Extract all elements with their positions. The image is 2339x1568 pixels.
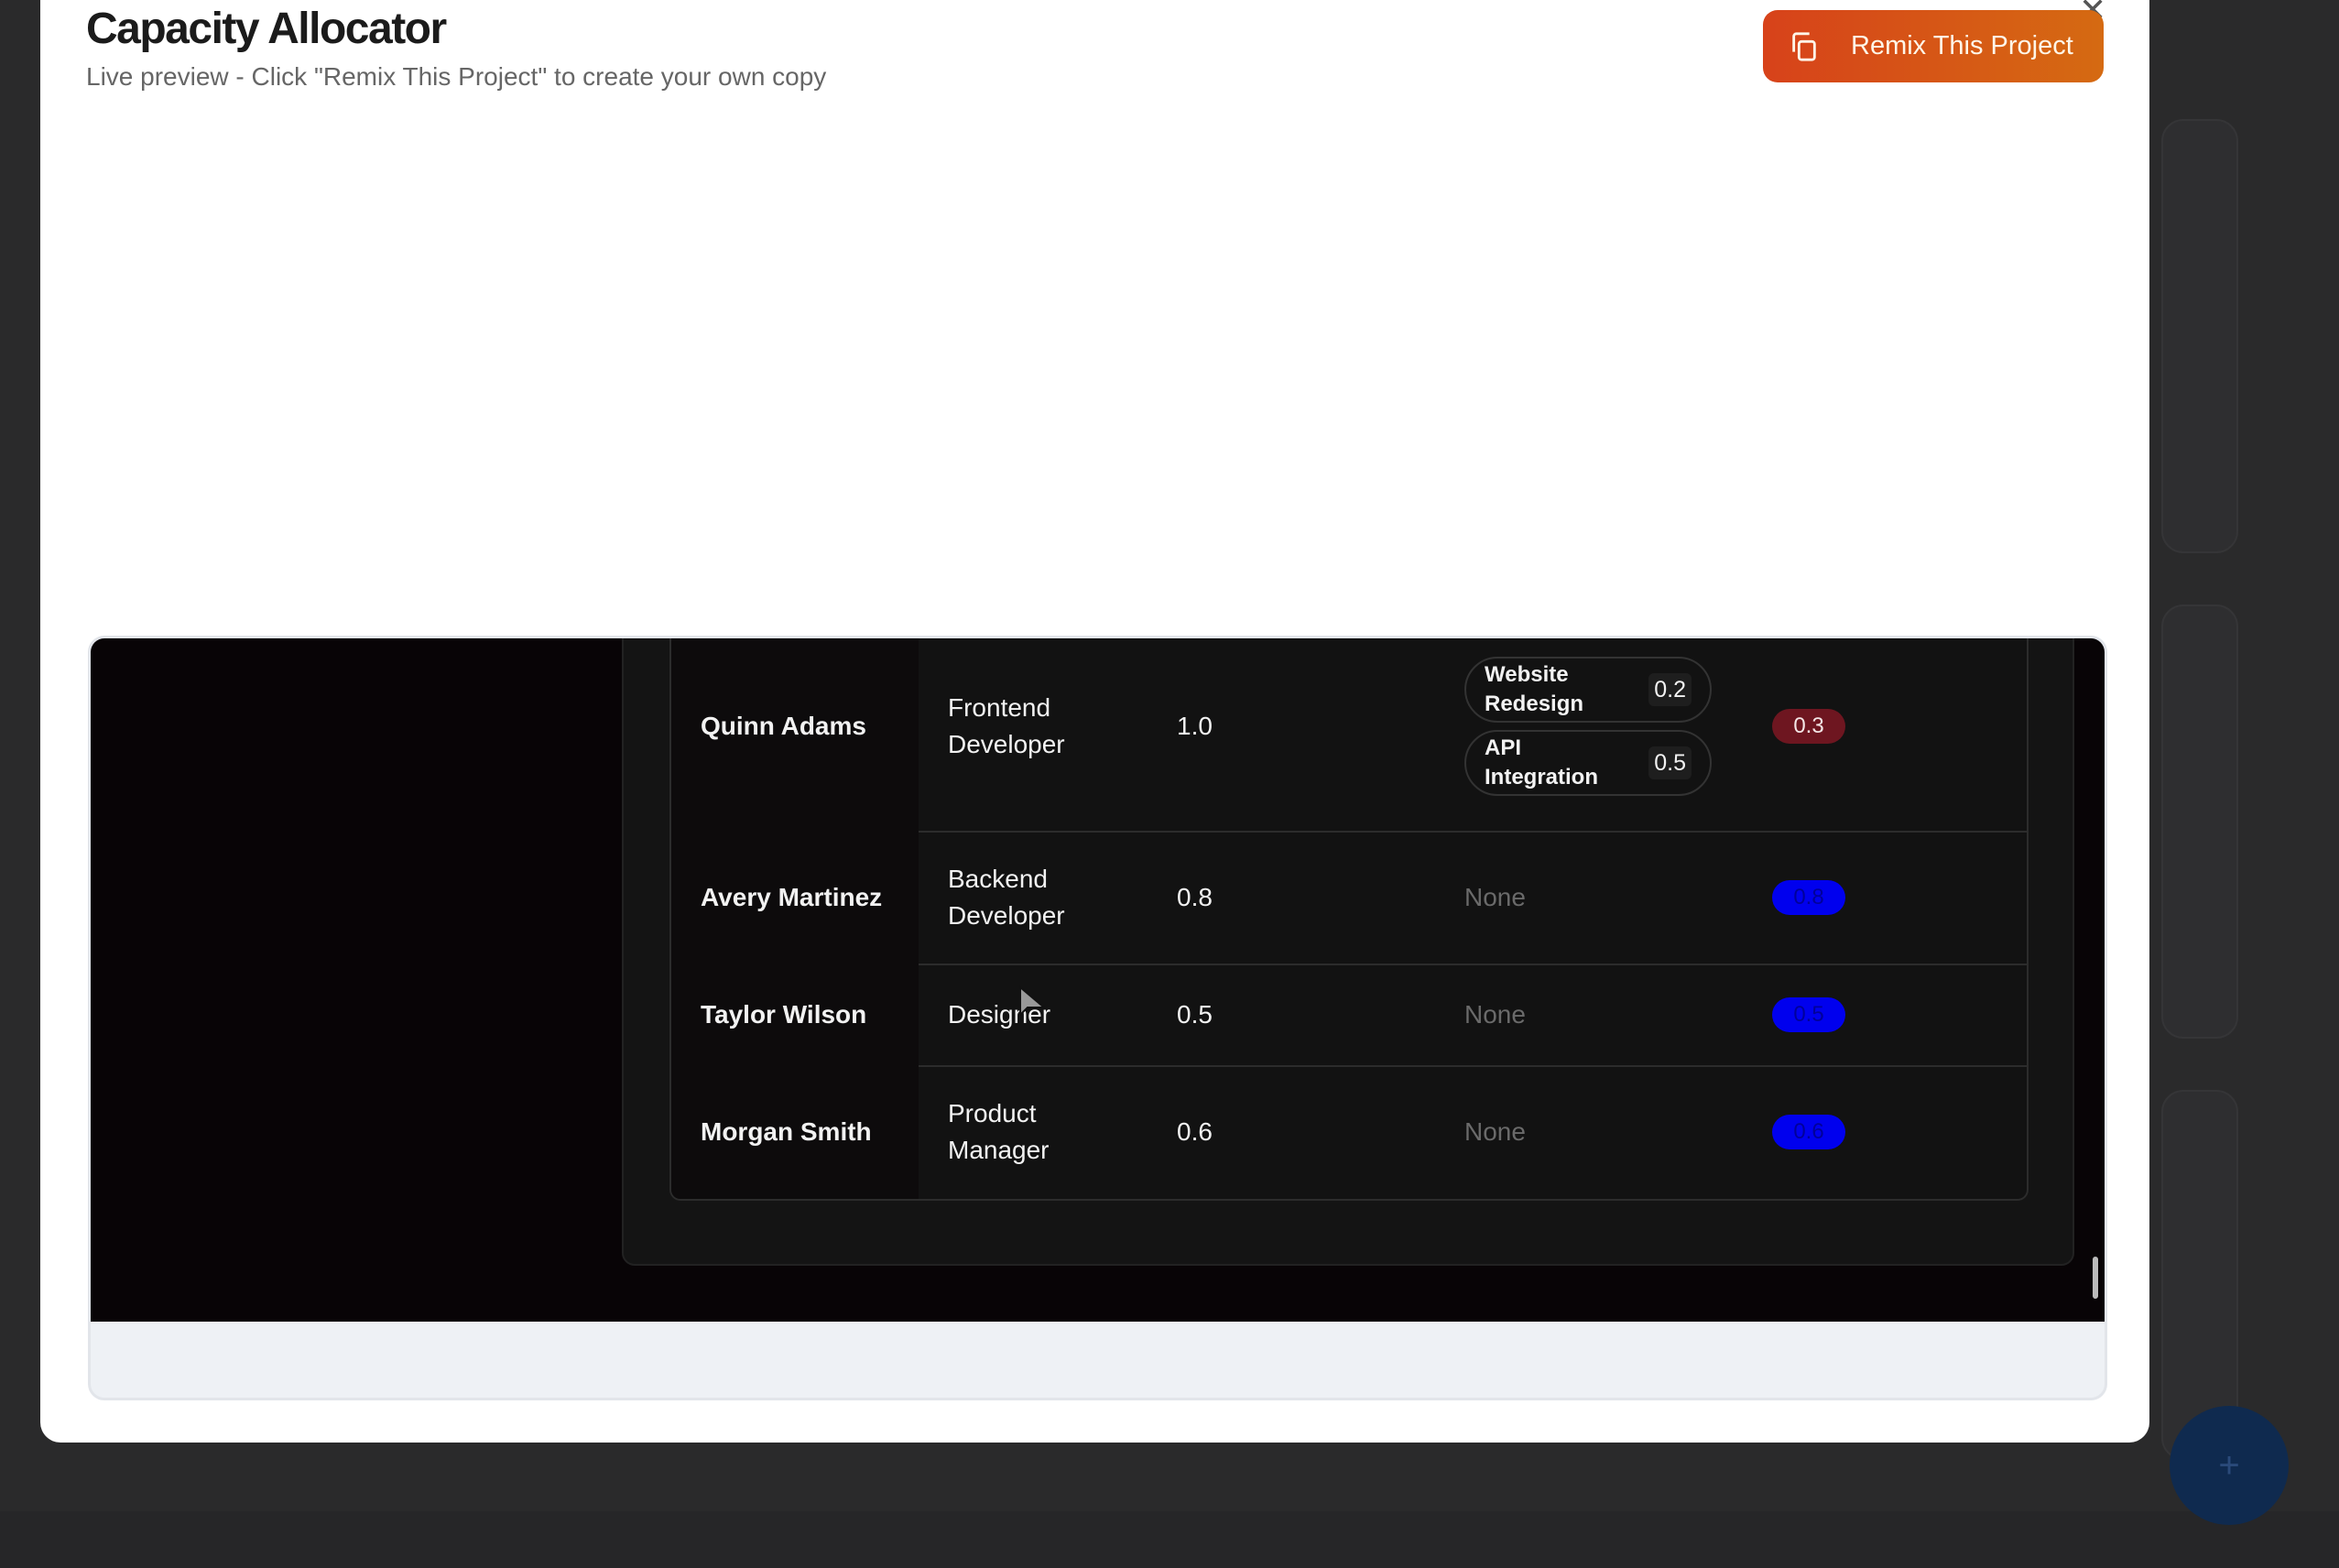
background-card bbox=[2161, 1090, 2238, 1460]
live-preview-frame: Quinn Adams Frontend Developer 1.0 Websi… bbox=[88, 636, 2107, 1400]
preview-app: Quinn Adams Frontend Developer 1.0 Websi… bbox=[91, 638, 2105, 1322]
remaining-cell: 0.6 bbox=[1772, 1065, 1845, 1199]
table-row: Taylor Wilson Designer 0.5 None 0.5 bbox=[671, 964, 2027, 1067]
member-capacity: 0.6 bbox=[1177, 1117, 1213, 1146]
member-name: Morgan Smith bbox=[671, 1065, 919, 1199]
allocation-amount: 0.5 bbox=[1648, 746, 1692, 779]
member-name: Avery Martinez bbox=[671, 831, 919, 964]
capacity-card: Quinn Adams Frontend Developer 1.0 Websi… bbox=[622, 638, 2074, 1266]
allocations-cell: Website Redesign 0.2 API Integration 0.5 bbox=[1464, 638, 1712, 831]
table-row: Avery Martinez Backend Developer 0.8 Non… bbox=[671, 831, 2027, 965]
modal-title: Capacity Allocator bbox=[86, 5, 447, 53]
background-card bbox=[2161, 604, 2238, 1039]
allocation-project: API Integration bbox=[1485, 735, 1598, 789]
background-card bbox=[2161, 119, 2238, 553]
member-name: Taylor Wilson bbox=[671, 964, 919, 1065]
member-capacity: 0.8 bbox=[1177, 882, 1213, 911]
allocations-cell: None bbox=[1464, 831, 1526, 964]
no-allocations: None bbox=[1464, 999, 1526, 1029]
copy-icon bbox=[1792, 31, 1816, 61]
allocations-cell: None bbox=[1464, 964, 1526, 1065]
allocation-chip[interactable]: API Integration 0.5 bbox=[1464, 730, 1712, 796]
mouse-cursor-icon bbox=[1019, 985, 1046, 1018]
remaining-badge: 0.3 bbox=[1772, 709, 1845, 744]
table-row: Morgan Smith Product Manager 0.6 None 0.… bbox=[671, 1065, 2027, 1199]
remaining-cell: 0.8 bbox=[1772, 831, 1845, 964]
allocation-chip[interactable]: Website Redesign 0.2 bbox=[1464, 657, 1712, 723]
remaining-badge: 0.6 bbox=[1772, 1115, 1845, 1149]
allocation-amount: 0.2 bbox=[1648, 673, 1692, 706]
member-role: Backend Developer bbox=[948, 864, 1065, 930]
modal-subtitle: Live preview - Click "Remix This Project… bbox=[86, 62, 827, 91]
table-row: Quinn Adams Frontend Developer 1.0 Websi… bbox=[671, 638, 2027, 833]
member-capacity: 1.0 bbox=[1177, 712, 1213, 740]
no-allocations: None bbox=[1464, 1117, 1526, 1146]
remix-project-button[interactable]: Remix This Project bbox=[1763, 10, 2104, 82]
allocation-project: Website Redesign bbox=[1485, 662, 1584, 716]
background-footer bbox=[0, 1511, 2339, 1568]
no-allocations: None bbox=[1464, 882, 1526, 911]
member-name: Quinn Adams bbox=[671, 638, 919, 831]
member-capacity: 0.5 bbox=[1177, 999, 1213, 1029]
remaining-badge: 0.5 bbox=[1772, 996, 1845, 1032]
add-fab-button[interactable]: + bbox=[2170, 1406, 2289, 1525]
allocations-cell: None bbox=[1464, 1065, 1526, 1199]
remaining-cell: 0.5 bbox=[1772, 964, 1845, 1065]
remix-label: Remix This Project bbox=[1851, 31, 2073, 60]
capacity-table: Quinn Adams Frontend Developer 1.0 Websi… bbox=[669, 638, 2029, 1201]
preview-modal: Capacity Allocator Live preview - Click … bbox=[40, 0, 2149, 1443]
remaining-cell: 0.3 bbox=[1772, 638, 1845, 831]
scrollbar[interactable] bbox=[2093, 1257, 2098, 1299]
member-role: Product Manager bbox=[948, 1099, 1050, 1164]
remaining-badge: 0.8 bbox=[1772, 879, 1845, 915]
member-role: Frontend Developer bbox=[948, 693, 1065, 758]
